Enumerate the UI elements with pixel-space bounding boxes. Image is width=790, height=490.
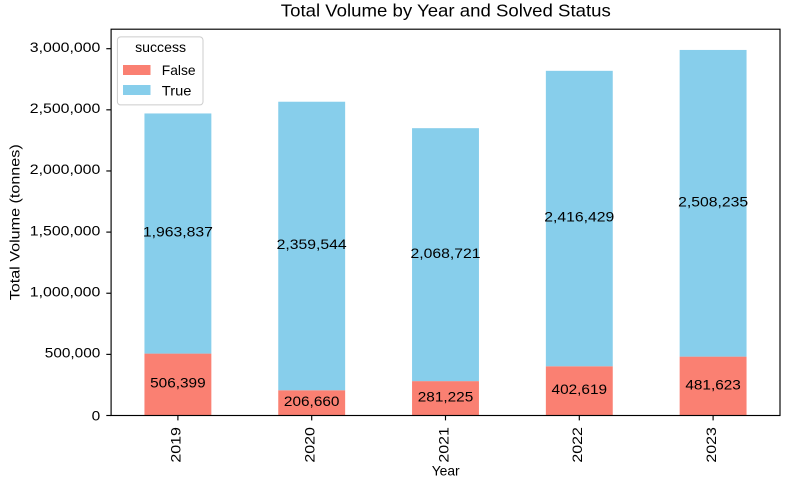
svg-text:2,416,429: 2,416,429	[544, 209, 614, 225]
svg-text:402,619: 402,619	[552, 381, 608, 397]
svg-text:2,068,721: 2,068,721	[411, 245, 481, 261]
svg-text:3,000,000: 3,000,000	[30, 39, 101, 55]
svg-text:Year: Year	[432, 462, 460, 478]
svg-text:success: success	[135, 39, 186, 55]
svg-text:506,399: 506,399	[150, 375, 206, 391]
svg-text:Total Volume by Year and Solve: Total Volume by Year and Solved Status	[281, 0, 611, 20]
svg-text:500,000: 500,000	[45, 345, 101, 361]
svg-text:Total Volume (tonnes): Total Volume (tonnes)	[7, 144, 23, 300]
svg-text:2021: 2021	[435, 427, 451, 463]
svg-text:False: False	[162, 62, 196, 78]
svg-text:2020: 2020	[301, 427, 317, 463]
svg-text:2,359,544: 2,359,544	[277, 236, 347, 252]
svg-text:2,000,000: 2,000,000	[30, 161, 101, 177]
svg-text:481,623: 481,623	[685, 376, 741, 392]
svg-text:True: True	[162, 83, 192, 99]
svg-text:1,000,000: 1,000,000	[30, 283, 101, 299]
svg-text:2,508,235: 2,508,235	[678, 193, 748, 209]
svg-text:281,225: 281,225	[418, 389, 474, 405]
svg-text:2022: 2022	[569, 427, 585, 463]
svg-text:0: 0	[92, 407, 101, 423]
svg-text:2023: 2023	[703, 427, 719, 463]
svg-text:206,660: 206,660	[284, 393, 340, 409]
svg-text:2,500,000: 2,500,000	[30, 100, 101, 116]
svg-text:1,500,000: 1,500,000	[30, 222, 101, 238]
svg-text:1,963,837: 1,963,837	[143, 224, 213, 240]
svg-text:2019: 2019	[168, 427, 184, 463]
